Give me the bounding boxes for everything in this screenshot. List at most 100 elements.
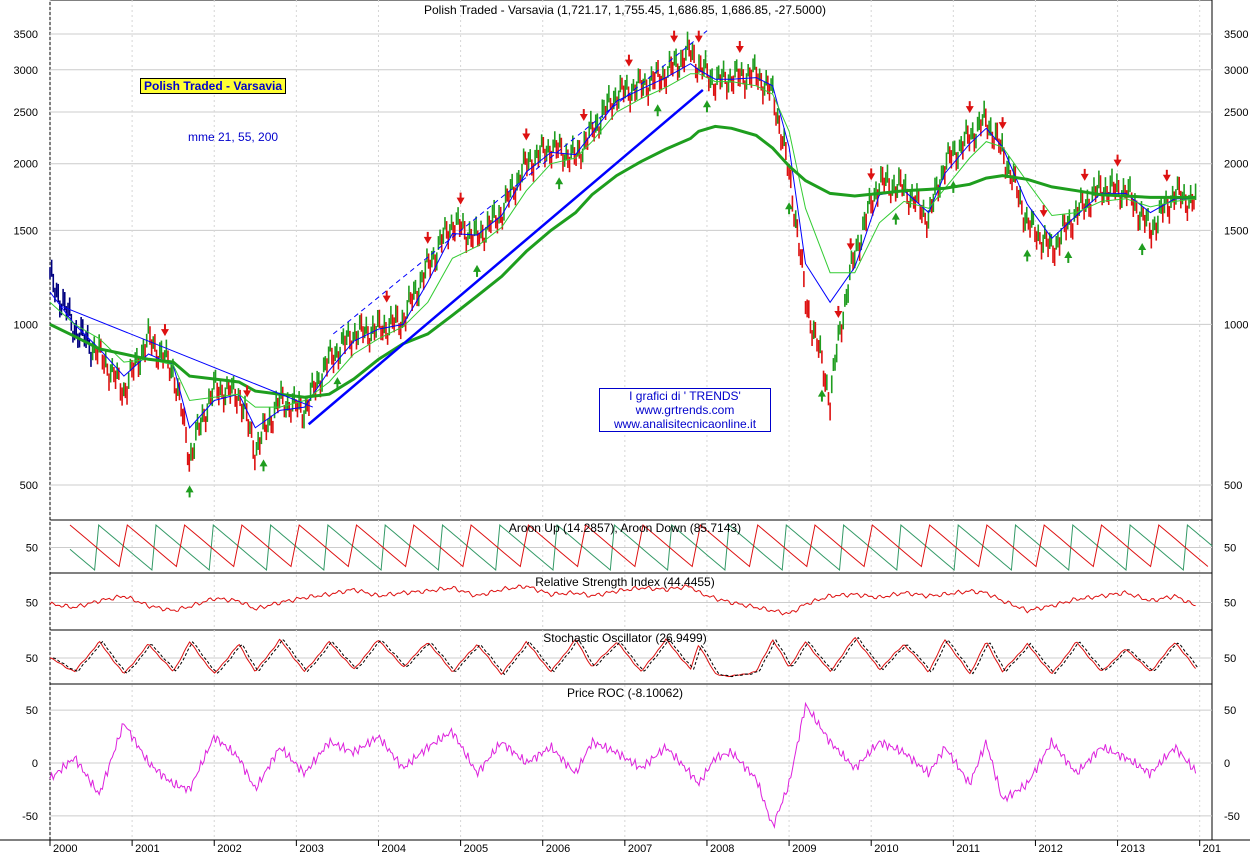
- buy-arrow: [333, 377, 342, 385]
- osc-tick-left: 50: [26, 705, 38, 717]
- y-tick-label-left: 3000: [14, 65, 38, 77]
- buy-arrow: [949, 180, 958, 188]
- buy-arrow: [702, 100, 711, 108]
- year-label: 2013: [1121, 843, 1145, 855]
- aroon-title: Aroon Up (14.2857), Aroon Down (85.7143): [509, 521, 741, 535]
- sell-arrow: [624, 59, 633, 67]
- osc-tick-left: -50: [22, 811, 38, 823]
- osc-tick-right: 50: [1224, 598, 1236, 610]
- buy-arrow: [891, 212, 900, 220]
- buy-arrow: [1064, 250, 1073, 258]
- trends-line-2: www.grtrends.com: [635, 403, 735, 417]
- y-tick-label-left: 3500: [14, 29, 38, 41]
- year-label: 2007: [628, 843, 652, 855]
- year-label: 2011: [956, 843, 980, 855]
- buy-arrow: [817, 389, 826, 397]
- aroon-up-line: [69, 523, 1213, 572]
- buy-arrow: [785, 202, 794, 210]
- y-tick-label-left: 2500: [14, 107, 38, 119]
- rsi-line: [49, 584, 1196, 616]
- year-label: 201: [1203, 843, 1221, 855]
- year-label: 2001: [135, 843, 159, 855]
- year-label: 2003: [299, 843, 323, 855]
- sell-arrow: [834, 310, 843, 318]
- sell-arrow: [670, 35, 679, 43]
- moving-average-line: [49, 63, 1196, 429]
- osc-tick-right: 0: [1224, 758, 1230, 770]
- osc-tick-right: 50: [1224, 705, 1236, 717]
- sell-arrow: [243, 390, 252, 398]
- sell-arrow: [694, 35, 703, 43]
- gridlines: [49, 0, 1212, 840]
- roc-title: Price ROC (-8.10062): [567, 686, 683, 700]
- y-tick-label-right: 2500: [1224, 107, 1248, 119]
- sell-arrow: [522, 133, 531, 141]
- aroon-down-line: [69, 524, 1209, 568]
- y-tick-label-right: 500: [1224, 480, 1242, 492]
- sell-arrow: [735, 46, 744, 54]
- year-label: 2008: [710, 843, 734, 855]
- y-tick-label-right: 1000: [1224, 319, 1248, 331]
- sell-arrow: [965, 106, 974, 114]
- stoch-title: Stochastic Oscillator (26.9499): [543, 631, 706, 645]
- buy-arrow: [1023, 249, 1032, 257]
- downtrend-line: [62, 306, 313, 408]
- trends-line-3: www.analisitecnicaonline.it: [613, 417, 757, 431]
- moving-average-line: [49, 124, 1196, 399]
- osc-tick-left: 50: [26, 543, 38, 555]
- y-tick-label-left: 1000: [14, 319, 38, 331]
- osc-tick-left: 50: [26, 598, 38, 610]
- sell-arrow: [1039, 210, 1048, 218]
- year-label: 2009: [792, 843, 816, 855]
- index-name-badge: Polish Traded - Varsavia: [140, 78, 287, 94]
- buy-arrow: [653, 104, 662, 112]
- sell-arrow: [160, 329, 169, 337]
- price-marks: [49, 30, 1197, 498]
- year-label: 2000: [53, 843, 77, 855]
- osc-tick-right: 50: [1224, 653, 1236, 665]
- year-label: 2012: [1038, 843, 1062, 855]
- year-label: 2002: [217, 843, 241, 855]
- y-tick-label-left: 1500: [14, 225, 38, 237]
- moving-average-line: [49, 73, 1196, 408]
- buy-arrow: [1138, 243, 1147, 251]
- y-tick-label-right: 1500: [1224, 225, 1248, 237]
- y-tick-label-left: 500: [20, 480, 38, 492]
- sell-arrow: [867, 173, 876, 181]
- sell-arrow: [579, 114, 588, 122]
- moving-average-label: mme 21, 55, 200: [188, 130, 279, 144]
- main-title: Polish Traded - Varsavia (1,721.17, 1,75…: [424, 3, 826, 17]
- sell-arrow: [1080, 173, 1089, 181]
- buy-arrow: [555, 177, 564, 185]
- stoch-d-line: [52, 636, 1199, 678]
- roc-line: [49, 701, 1197, 829]
- osc-tick-left: 0: [32, 758, 38, 770]
- year-label: 2010: [874, 843, 898, 855]
- y-tick-label-right: 3000: [1224, 65, 1248, 77]
- trends-credit-box: I grafici di ' TRENDS' www.grtrends.com …: [599, 388, 771, 432]
- year-label: 2005: [464, 843, 488, 855]
- buy-arrow: [473, 264, 482, 272]
- year-label: 2004: [381, 843, 405, 855]
- sell-arrow: [998, 122, 1007, 130]
- sell-arrow: [382, 295, 391, 303]
- y-tick-label-left: 2000: [14, 159, 38, 171]
- y-tick-label-right: 3500: [1224, 29, 1248, 41]
- sell-arrow: [1113, 159, 1122, 167]
- rsi-title: Relative Strength Index (44.4455): [535, 575, 714, 589]
- sell-arrow: [846, 243, 855, 251]
- sell-arrow: [456, 197, 465, 205]
- osc-tick-left: 50: [26, 653, 38, 665]
- osc-tick-right: 50: [1224, 543, 1236, 555]
- buy-arrow: [185, 485, 194, 493]
- oscillator-marks: [49, 523, 1213, 829]
- y-tick-label-right: 2000: [1224, 159, 1248, 171]
- osc-tick-right: -50: [1224, 811, 1240, 823]
- sell-arrow: [423, 236, 432, 244]
- year-label: 2006: [546, 843, 570, 855]
- uptrend-line: [307, 88, 704, 426]
- buy-arrow: [259, 459, 268, 467]
- sell-arrow: [1162, 174, 1171, 182]
